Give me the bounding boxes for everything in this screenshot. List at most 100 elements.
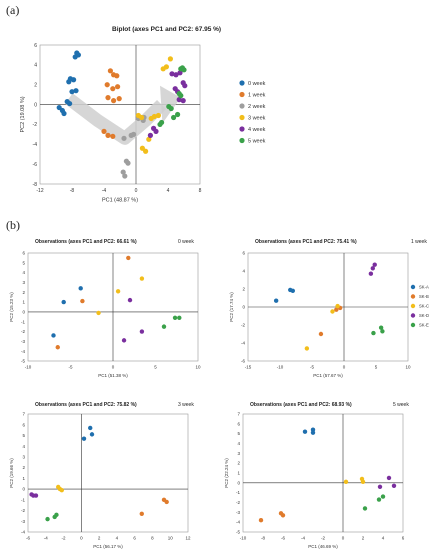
legend-label-5-week: 5 week xyxy=(248,138,266,144)
point-sk-d xyxy=(33,493,39,498)
y-tick-label: 3 xyxy=(22,280,25,285)
x-tick-label: 8 xyxy=(151,536,154,541)
point-sk-a xyxy=(302,429,308,434)
point-sk-e xyxy=(376,497,382,502)
point-sk-a xyxy=(290,288,295,293)
legend-marker-4-week xyxy=(239,126,245,132)
point-sk-a xyxy=(310,430,316,435)
point-sk-e xyxy=(380,494,386,499)
point-2-week xyxy=(125,160,131,166)
point-4-week xyxy=(176,97,182,103)
point-1-week xyxy=(110,133,116,139)
y-tick-label: 7 xyxy=(237,412,240,417)
y-tick-label: -2 xyxy=(33,122,38,128)
y-tick-label: -8 xyxy=(33,182,38,188)
chart-title: Biplot (axes PC1 and PC2: 67.95 %) xyxy=(112,26,221,33)
point-2-week xyxy=(122,173,128,179)
y-tick-label: -2 xyxy=(236,500,240,505)
x-tick-label: -5 xyxy=(310,365,314,370)
x-tick-label: -4 xyxy=(102,188,107,194)
y-axis-label: PC2 (15.23 %) xyxy=(9,292,14,322)
y-tick-label: 2 xyxy=(22,465,25,470)
point-3-week xyxy=(151,113,157,120)
legend-label-sk-c: SK-C xyxy=(419,303,429,308)
y-tick-label: -6 xyxy=(241,359,245,364)
x-tick-label: -15 xyxy=(245,365,252,370)
point-sk-a xyxy=(51,333,56,338)
y-tick-label: -1 xyxy=(236,490,240,495)
y-tick-label: 2 xyxy=(34,82,37,88)
panel-label-a: (a) xyxy=(6,3,20,17)
y-tick-label: 0 xyxy=(242,305,245,310)
point-4-week xyxy=(182,83,188,89)
point-sk-a xyxy=(78,286,83,291)
point-sk-d xyxy=(386,475,392,481)
point-sk-d xyxy=(29,492,34,497)
y-tick-label: 6 xyxy=(22,251,25,256)
legend-marker-2-week xyxy=(239,103,245,109)
point-0-week xyxy=(66,79,72,85)
x-axis-label: PC1 (46.69 %) xyxy=(308,544,338,549)
y-tick-label: -5 xyxy=(236,530,240,535)
point-sk-c xyxy=(139,276,145,281)
y-tick-label: 4 xyxy=(34,63,37,69)
point-0-week xyxy=(72,54,78,60)
panel-label-b: (b) xyxy=(6,218,20,232)
legend-label-4-week: 4 week xyxy=(248,127,266,133)
y-tick-label: 6 xyxy=(34,43,37,49)
point-sk-d xyxy=(121,338,127,343)
x-tick-label: -10 xyxy=(277,365,284,370)
chart-title: Observations (axes PC1 and PC2: 68.93 %) xyxy=(250,402,352,408)
x-tick-label: 0 xyxy=(343,365,346,370)
x-tick-label: -4 xyxy=(44,536,48,541)
legend-marker-sk-e xyxy=(410,322,416,328)
point-sk-c xyxy=(330,309,335,314)
y-tick-label: -4 xyxy=(33,142,38,148)
y-tick-label: 0 xyxy=(22,309,25,314)
y-tick-label: 4 xyxy=(237,441,240,446)
y-tick-label: 5 xyxy=(237,431,240,436)
legend-marker-sk-a xyxy=(410,284,416,290)
x-tick-label: -4 xyxy=(301,536,305,541)
y-tick-label: 3 xyxy=(237,451,240,456)
point-sk-e xyxy=(161,324,167,329)
y-tick-label: 5 xyxy=(22,260,25,265)
point-3-week xyxy=(155,112,161,119)
point-sk-d xyxy=(139,329,145,334)
y-tick-label: 6 xyxy=(237,421,240,426)
chart-subtitle: 3 week xyxy=(178,402,194,408)
x-tick-label: -6 xyxy=(281,536,285,541)
y-tick-label: 5 xyxy=(22,433,25,438)
point-sk-b xyxy=(139,511,144,516)
x-tick-label: 2 xyxy=(98,536,101,541)
x-tick-label: -8 xyxy=(261,536,265,541)
legend-label-1-week: 1 week xyxy=(248,92,266,98)
point-5-week xyxy=(178,93,184,99)
point-0-week xyxy=(69,89,75,95)
point-0-week xyxy=(67,100,73,107)
point-1-week xyxy=(104,82,110,88)
y-tick-label: 7 xyxy=(22,412,25,417)
point-3-week xyxy=(163,64,169,70)
x-tick-label: 5 xyxy=(154,365,157,370)
point-sk-d xyxy=(127,297,133,303)
chart-title: Observations (axes PC1 and PC2: 75.82 %) xyxy=(35,402,137,408)
x-tick-label: 10 xyxy=(168,536,174,541)
x-tick-label: -12 xyxy=(36,188,43,194)
point-sk-d xyxy=(368,271,374,276)
y-axis-label: PC2 (19.08 %) xyxy=(20,96,26,132)
point-sk-c xyxy=(335,303,340,309)
point-sk-d xyxy=(372,262,377,267)
chart-title: Observations (axes PC1 and PC2: 75.41 %) xyxy=(255,239,357,245)
y-tick-label: -6 xyxy=(33,162,38,168)
point-sk-b xyxy=(258,518,264,523)
plot-frame xyxy=(39,44,201,185)
point-5-week xyxy=(175,111,181,118)
point-sk-e xyxy=(380,329,385,334)
point-sk-c xyxy=(360,479,366,485)
x-tick-label: 8 xyxy=(199,188,202,194)
legend-label-sk-e: SK-E xyxy=(419,322,429,327)
y-tick-label: 2 xyxy=(242,287,245,292)
legend-marker-1-week xyxy=(239,91,245,98)
point-1-week xyxy=(105,132,111,138)
